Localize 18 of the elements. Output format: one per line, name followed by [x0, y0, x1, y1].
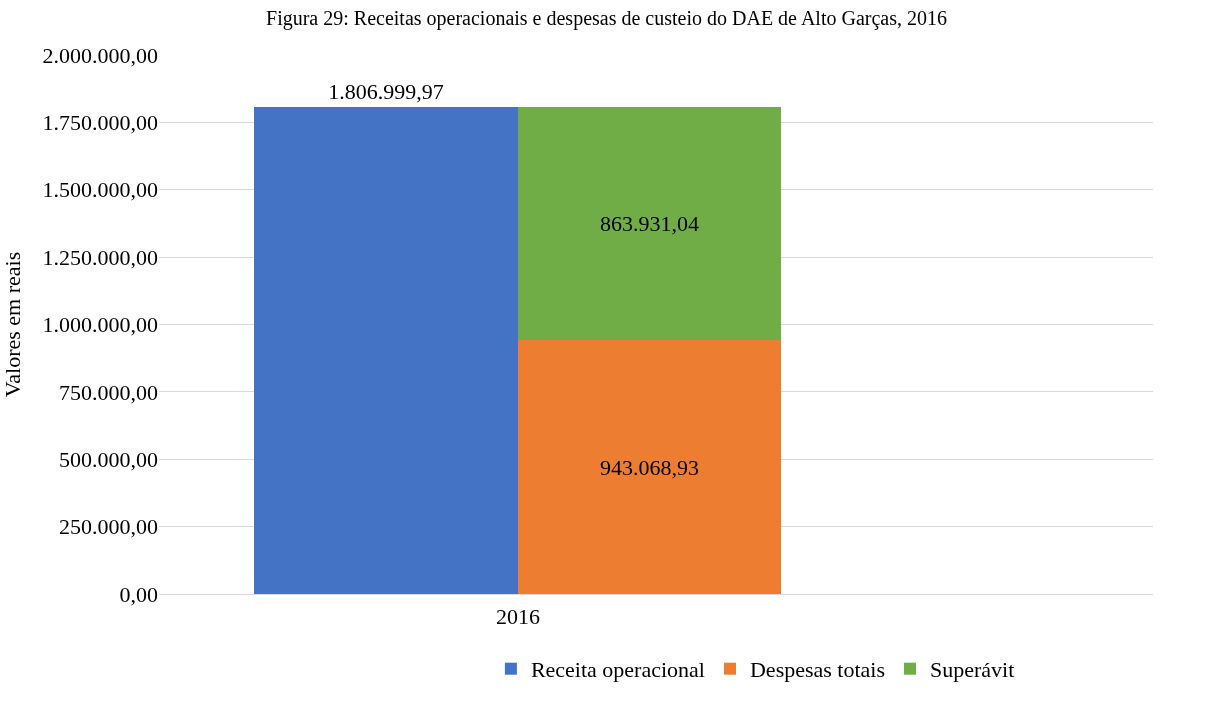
y-tick-label: 500.000,00	[59, 446, 158, 472]
y-axis-title: Valores em reais	[0, 251, 26, 398]
legend-label: Receita operacional	[530, 657, 705, 683]
y-tick-label: 1.750.000,00	[42, 110, 158, 136]
data-label: 863.931,04	[600, 211, 699, 236]
y-tick-label: 750.000,00	[59, 379, 158, 405]
y-tick-label: 2.000.000,00	[42, 42, 158, 68]
text: 2016	[496, 604, 540, 629]
y-tick-label: 0,00	[119, 581, 158, 607]
legend-label: Superávit	[930, 657, 1015, 683]
y-tick-label: 1.500.000,00	[42, 177, 158, 203]
data-label: 1.806.999,97	[328, 79, 444, 104]
data-label: 943.068,93	[600, 454, 699, 480]
y-tick-label: 1.000.000,00	[42, 312, 158, 338]
y-tick-label: 1.250.000,00	[42, 244, 158, 270]
legend-label: Despesas totais	[749, 657, 886, 683]
chart-title: Figura 29: Receitas operacionais e despesas de custeio do DAE de Alto Garças, 2016	[266, 6, 947, 30]
y-tick-label: 250.000,00	[59, 514, 158, 540]
